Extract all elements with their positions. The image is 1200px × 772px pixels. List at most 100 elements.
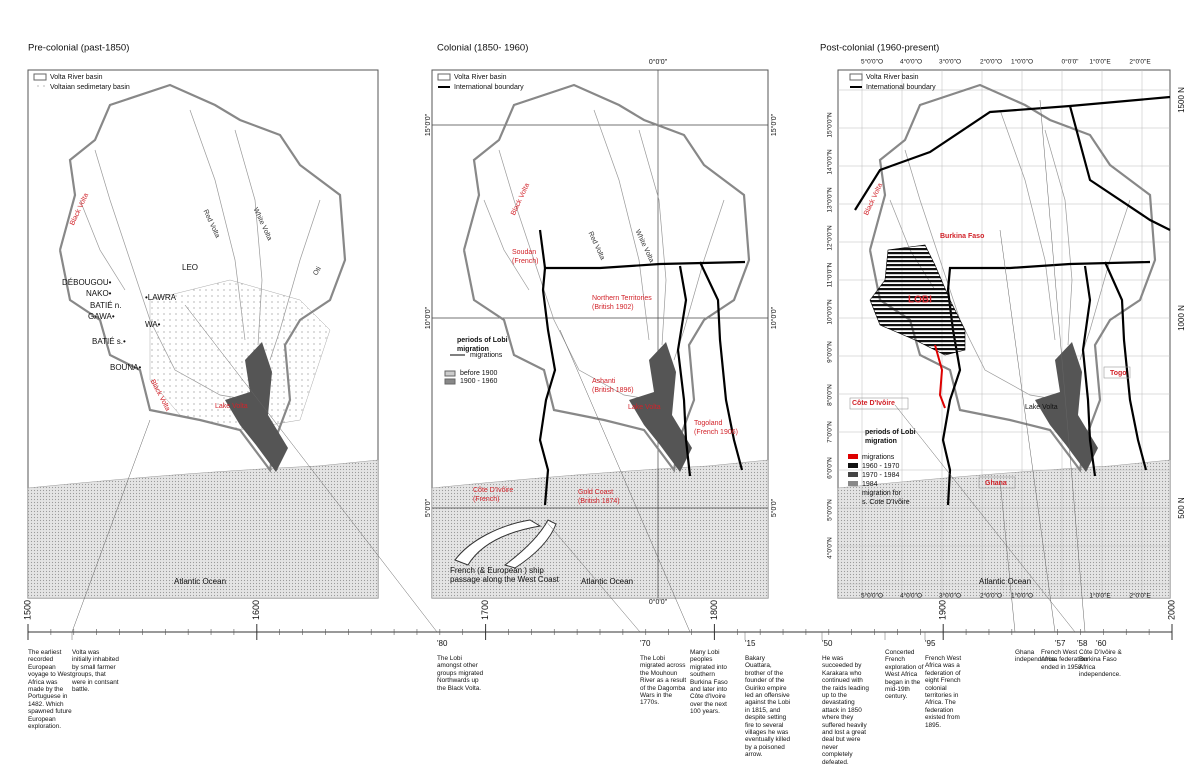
event-note: French West Africa federation ended in 1… [1041,649,1088,671]
map-label: GAWA• [88,312,115,321]
ship-route [503,519,557,569]
map-label: Ghana [985,480,1007,487]
river [269,199,321,361]
volta-basin [868,83,1157,473]
ocean [27,459,379,599]
event-year: '50 [822,639,833,648]
map-label: •LAWRA [145,293,177,302]
river [593,109,650,341]
map-label: 1984 [862,481,878,488]
leader-line [559,329,691,633]
river [498,149,655,401]
map-label: Côte D'Ivôire [852,400,895,407]
river [999,109,1056,341]
international-boundary [699,261,744,471]
map-label: 10°0'0" [770,306,778,329]
event-year: '57 [1055,639,1066,648]
lake-volta [629,342,692,472]
legend-swatch [849,73,863,81]
map-label: 2°0'0"O [980,592,1002,600]
map-label: 3°0'0"O [939,592,961,600]
international-boundary [538,260,746,506]
map-label: periods of Lobi [457,337,508,344]
map-label: 6°0'0"N [826,457,834,479]
map-label: French (& European ) ship [450,566,544,575]
event-year: '70 [640,639,651,648]
legend-swatch [848,481,858,486]
map-label: 1500 N [1177,87,1186,113]
map-label: 7°0'0"N [826,421,834,443]
map-label: (British 1874) [578,498,620,505]
panel-title: Pre-colonial (past-1850) [28,43,129,54]
map-label: WA• [145,320,161,329]
event-note: The Lobi migrated across the Mouhoun Riv… [640,655,687,707]
map-label: Soudan [512,249,536,256]
map-label: BATIÉ s.• [92,337,126,346]
international-boundary [854,95,1171,211]
panel-title: Colonial (1850- 1960) [437,43,528,54]
sedimentary-basin [149,279,331,431]
event-note: Ghana independence. [1015,649,1057,664]
river [638,129,667,346]
timeline-tick-label: 1700 [480,600,490,620]
map-label: DÉBOUGOU• [62,278,112,287]
event-year: '15 [745,639,756,648]
river [1079,199,1131,361]
river [79,199,126,291]
map-label: (French 1906) [694,429,738,436]
map-label: migration [865,438,897,445]
map-label: Togo [1110,370,1127,377]
map-label: 0°0'0" [649,598,668,606]
event-year: '95 [925,639,936,648]
map-label: 4°0'0"O [900,592,922,600]
map-label: 4°0'0"O [900,58,922,66]
event-note: Many Lobi peoples migrated into southern… [690,649,728,716]
river [94,149,251,401]
volta-basin [58,83,347,473]
leader-line [71,419,151,633]
migration-arrow [934,344,946,409]
international-boundary [676,265,692,477]
legend-swatch [848,463,858,468]
map-label: 2°0'0"E [1129,58,1151,66]
lobi-area [869,244,966,356]
legend-swatch [437,73,451,81]
map-label: (French) [473,496,499,503]
leader-line [999,479,1016,633]
map-label: 1°0'0"O [1011,58,1033,66]
event-year: '80 [437,639,448,648]
map-label: 5°0'0" [770,498,778,517]
leader-line [1039,99,1086,633]
river [483,199,530,291]
map-label: Togoland [694,420,723,427]
legend-label: Volta River basin [50,74,103,81]
event-note: Concerted French exploration of West Afr… [885,649,924,701]
map-label: 5°0'0" [424,498,432,517]
map-label: Côte D'Ivôire [473,487,513,494]
map-label: 11°0'0"N [826,262,834,287]
map-label: 1000 N [1177,305,1186,331]
legend-label: Voltaian sedimetary basin [50,84,130,91]
map-label: s. Cote D'Ivôire [862,499,910,506]
international-boundary [1081,265,1097,477]
legend-swatch [444,370,456,377]
legend-swatch [848,454,858,459]
event-note: Côte D'Ivôire & Burkina Faso Africa inde… [1079,649,1122,679]
legend-label: Volta River basin [866,74,919,81]
map-label: 3°0'0"O [939,58,961,66]
map-label: 14°0'0"N [826,149,834,175]
timeline-tick-label: 1900 [938,600,948,620]
legend-label: International boundary [454,84,524,91]
map-label: 1°0'0"O [1011,592,1033,600]
map-label: Northern Territories [592,295,652,302]
map-label: (British 1896) [592,387,634,394]
map-label: Atlantic Ocean [979,577,1031,586]
lake-volta [1035,342,1098,472]
map-label: 1960 - 1970 [862,463,899,470]
map-label: Atlantic Ocean [174,577,226,586]
event-note: Bakary Ouattara, brother of the founder … [745,655,791,759]
map-label: 8°0'0"N [826,384,834,406]
map-label: migrations [862,454,895,461]
